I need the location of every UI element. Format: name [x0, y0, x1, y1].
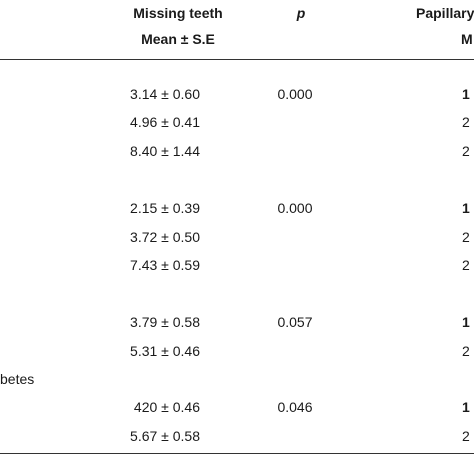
cell-value: 5.67 ± 0.58 [130, 428, 200, 444]
header-m: M [461, 31, 473, 47]
cell-value: 4.96 ± 0.41 [130, 114, 200, 130]
cell-edge: 2 [462, 428, 470, 444]
header-p: p [296, 5, 306, 21]
cell-edge: 2 [462, 229, 470, 245]
header-mean-se: Mean ± S.E [141, 31, 215, 47]
cell-edge: 2 [462, 257, 470, 273]
cell-edge: 2 [462, 343, 470, 359]
cell-value: 5.31 ± 0.46 [130, 343, 200, 359]
cell-p: 0.046 [277, 399, 313, 415]
cell-p: 0.000 [277, 200, 313, 216]
cell-value: 2.15 ± 0.39 [130, 200, 200, 216]
header-rule [0, 59, 474, 60]
cell-edge: 2 [462, 143, 470, 159]
row-label: betes [0, 371, 35, 387]
cell-value: 3.14 ± 0.60 [130, 86, 200, 102]
cell-edge: 1 [462, 399, 470, 415]
cell-value: 3.79 ± 0.58 [130, 314, 200, 330]
cell-edge: 2 [462, 114, 470, 130]
cell-p: 0.057 [277, 314, 313, 330]
cell-value: 8.40 ± 1.44 [130, 143, 200, 159]
cell-edge: 1 [462, 200, 470, 216]
header-missing-teeth: Missing teeth [133, 5, 223, 21]
bottom-rule [0, 453, 474, 454]
cell-value: 420 ± 0.46 [133, 399, 200, 415]
cell-p: 0.000 [277, 86, 313, 102]
header-papillary: Papillary [416, 5, 474, 21]
cell-edge: 1 [462, 314, 470, 330]
cell-edge: 1 [462, 86, 470, 102]
cell-value: 7.43 ± 0.59 [130, 257, 200, 273]
cell-value: 3.72 ± 0.50 [130, 229, 200, 245]
